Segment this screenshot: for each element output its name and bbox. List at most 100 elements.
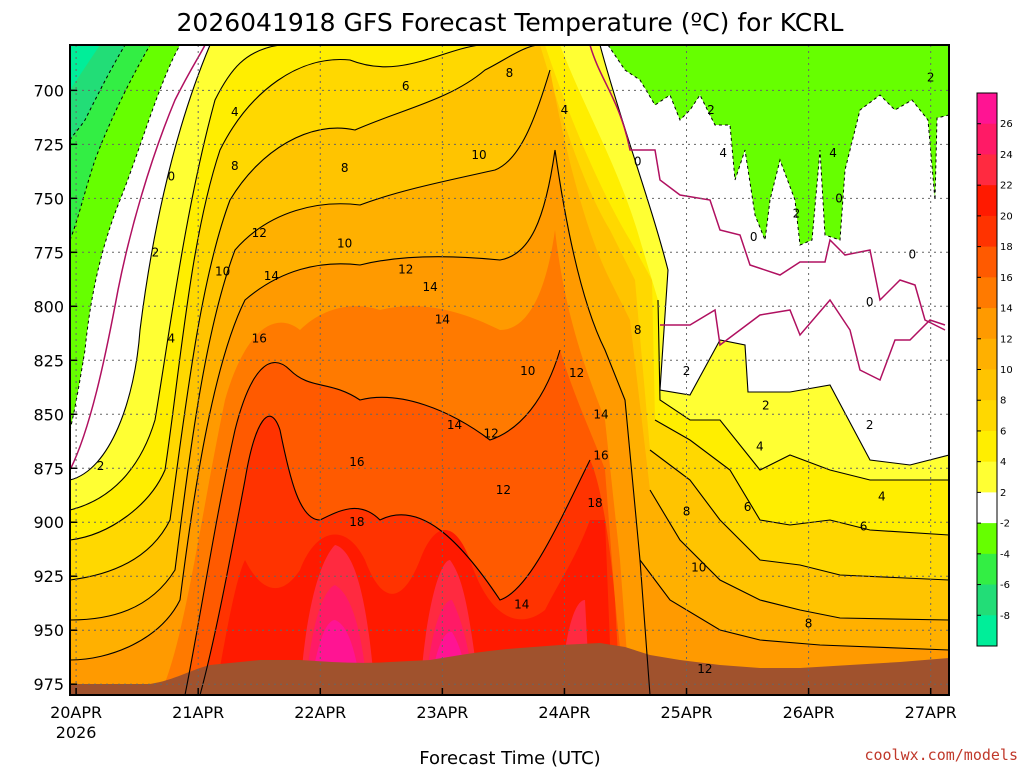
y-tick-label: 700 <box>33 81 64 100</box>
contour-label: 6 <box>744 500 752 514</box>
contour-label: 4 <box>756 440 764 454</box>
colorbar-label: -2 <box>1000 519 1010 530</box>
temp-band-neg2-right <box>608 45 949 245</box>
contour-line <box>639 559 949 651</box>
colorbar-label: -8 <box>1000 611 1010 622</box>
contour-label: 4 <box>168 332 176 346</box>
contour-line <box>554 149 651 695</box>
colorbar-swatch <box>977 154 997 186</box>
colorbar-label: 6 <box>1000 426 1006 437</box>
contour-label: 10 <box>337 237 352 251</box>
colorbar-label: 16 <box>1000 273 1013 284</box>
colorbar-label: -4 <box>1000 549 1010 560</box>
contour-label: 4 <box>878 489 886 503</box>
contour-line <box>654 419 949 536</box>
contour-label: 2 <box>97 459 105 473</box>
contour-label: 8 <box>683 504 691 518</box>
negative-contour-line <box>70 45 151 241</box>
x-tick-sublabel: 2026 <box>56 723 97 742</box>
contour-label: 8 <box>506 66 514 80</box>
plot-area: 2 2 4 0 4 8 10 12 14 16 8 10 12 14 6 10 16 18 14 14 12 12 10 8 4… <box>70 45 949 695</box>
contour-label: 0 <box>866 295 874 309</box>
y-tick-label: 800 <box>33 297 64 316</box>
colorbar-label: 26 <box>1000 119 1013 130</box>
colorbar-swatch <box>977 492 997 524</box>
x-tick-label: 26APR <box>783 703 835 722</box>
y-tick-label: 900 <box>33 513 64 532</box>
contour-label: 6 <box>402 79 410 93</box>
contour-label: 2 <box>866 418 874 432</box>
contour-line <box>649 449 949 581</box>
colorbar-label: 18 <box>1000 242 1013 253</box>
contour-label: 14 <box>435 312 450 326</box>
grid <box>70 45 949 695</box>
contour-label: 0 <box>909 247 917 261</box>
contour-label: 2 <box>762 399 770 413</box>
colorbar-swatch <box>977 461 997 493</box>
y-tick-label: 775 <box>33 243 64 262</box>
contour-line <box>70 45 481 541</box>
contour-label: 0 <box>835 191 843 205</box>
contour-label: 4 <box>719 146 727 160</box>
colorbar-swatch <box>977 523 997 555</box>
contour-line <box>70 45 541 581</box>
contour-line <box>70 45 281 511</box>
negative-contour-line <box>607 45 949 246</box>
colorbar-swatch <box>977 338 997 370</box>
contour-label: 8 <box>341 161 349 175</box>
contour-label: 2 <box>793 206 801 220</box>
contour-label: 2 <box>927 70 935 84</box>
contour-label: 0 <box>634 155 642 169</box>
colorbar-label: 12 <box>1000 334 1013 345</box>
contour-label: 12 <box>484 427 499 441</box>
contour-line <box>70 69 551 621</box>
contour-label: 14 <box>264 269 279 283</box>
colorbar-label: 24 <box>1000 150 1013 161</box>
colorbar-label: 2 <box>1000 488 1006 499</box>
contour-label: 14 <box>593 407 608 421</box>
x-axis-label: Forecast Time (UTC) <box>419 748 600 768</box>
zero-contour-line <box>70 45 206 471</box>
contour-label: 0 <box>750 230 758 244</box>
colorbar-swatch <box>977 185 997 217</box>
contour-label: 10 <box>471 148 486 162</box>
colorbar-swatch <box>977 246 997 278</box>
contour-label: 10 <box>215 265 230 279</box>
colorbar-label: 22 <box>1000 181 1013 192</box>
colorbar-swatch <box>977 400 997 432</box>
contour-label: 2 <box>152 245 160 259</box>
colorbar-label: 8 <box>1000 396 1006 407</box>
contour-label: 12 <box>496 483 511 497</box>
contour-label: 2 <box>707 103 715 117</box>
contour-label: 8 <box>805 617 813 631</box>
colorbar-label: 14 <box>1000 304 1013 315</box>
colorbar-swatch <box>977 215 997 248</box>
colorbar-swatch <box>977 308 997 340</box>
contour-label: 18 <box>587 496 602 510</box>
contour-label: 10 <box>691 561 706 575</box>
y-tick-label: 875 <box>33 459 64 478</box>
colorbar-swatch <box>977 123 997 155</box>
x-tick-label: 23APR <box>416 703 468 722</box>
terrain <box>70 643 949 695</box>
chart-title: 2026041918 GFS Forecast Temperature (ºC)… <box>177 8 844 37</box>
contour-label: 8 <box>231 159 239 173</box>
y-tick-label: 725 <box>33 135 64 154</box>
credit-text: coolwx.com/models <box>864 746 1018 764</box>
contour-label: 4 <box>829 146 837 160</box>
contour-line <box>657 299 949 481</box>
colorbar-swatch <box>977 553 997 586</box>
y-tick-label: 925 <box>33 567 64 586</box>
negative-contour-line <box>70 45 126 141</box>
colorbar: 26 24 22 20 18 16 14 12 10 8 6 4 2 -2 -4 -6 -8 <box>976 92 1013 647</box>
x-tick-label: 21APR <box>172 703 224 722</box>
colorbar-swatch <box>977 93 997 125</box>
contour-line <box>649 489 949 621</box>
contour-label: 14 <box>447 418 462 432</box>
contour-line <box>184 349 561 695</box>
colorbar-swatch <box>977 430 997 463</box>
contour-label: 12 <box>697 662 712 676</box>
colorbar-swatch <box>977 615 997 647</box>
contour-label: 12 <box>569 366 584 380</box>
